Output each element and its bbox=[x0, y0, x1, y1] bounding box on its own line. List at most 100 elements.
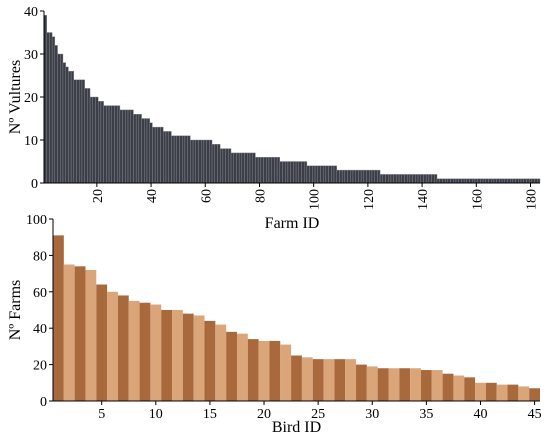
bar bbox=[79, 79, 83, 184]
bar bbox=[496, 384, 508, 401]
bar bbox=[309, 165, 313, 184]
bar bbox=[279, 161, 283, 184]
bar bbox=[526, 178, 530, 184]
bar bbox=[472, 178, 476, 184]
bar bbox=[182, 135, 186, 184]
bar bbox=[406, 174, 411, 184]
bar bbox=[268, 156, 272, 184]
x-tick-label: 160 bbox=[470, 189, 485, 210]
bar bbox=[423, 174, 427, 184]
bar bbox=[385, 174, 389, 184]
bar bbox=[409, 174, 413, 184]
bar bbox=[425, 174, 430, 184]
bar bbox=[84, 88, 88, 184]
bar bbox=[493, 178, 497, 184]
bar bbox=[263, 156, 267, 184]
bar bbox=[63, 264, 75, 401]
bar bbox=[214, 144, 218, 184]
bar bbox=[103, 105, 107, 184]
bar bbox=[453, 375, 465, 401]
bar bbox=[122, 109, 126, 184]
bar bbox=[295, 161, 299, 184]
x-tick-label: 20 bbox=[257, 407, 271, 422]
bar bbox=[334, 359, 346, 401]
bar bbox=[301, 357, 313, 401]
bar bbox=[442, 178, 446, 184]
bar bbox=[515, 178, 519, 184]
bar bbox=[420, 174, 424, 184]
bar bbox=[290, 161, 294, 184]
bar bbox=[390, 174, 394, 184]
bar bbox=[379, 174, 383, 184]
bar bbox=[415, 174, 419, 184]
bar bbox=[293, 161, 297, 184]
bar bbox=[504, 178, 508, 184]
y-tick-label: 0 bbox=[31, 177, 38, 192]
bar bbox=[366, 366, 378, 401]
bar bbox=[49, 32, 53, 184]
bar bbox=[356, 364, 367, 401]
bar bbox=[466, 178, 470, 184]
bar bbox=[531, 178, 535, 184]
bar bbox=[108, 105, 112, 184]
bar bbox=[111, 105, 115, 184]
bar bbox=[184, 135, 188, 184]
bar bbox=[501, 178, 505, 184]
bar bbox=[355, 169, 359, 184]
bar bbox=[241, 152, 245, 184]
bar bbox=[482, 178, 486, 184]
bar bbox=[252, 152, 256, 184]
bar bbox=[393, 174, 397, 184]
bar bbox=[317, 165, 321, 184]
y-tick-label: 100 bbox=[26, 213, 47, 228]
bar bbox=[228, 148, 232, 184]
bar bbox=[455, 178, 459, 184]
bar bbox=[257, 156, 262, 184]
bar bbox=[53, 235, 64, 401]
bar bbox=[322, 165, 327, 184]
bar bbox=[149, 122, 153, 184]
bar bbox=[439, 178, 443, 184]
bar bbox=[444, 178, 449, 184]
bar bbox=[323, 359, 335, 401]
bar bbox=[369, 169, 373, 184]
bar bbox=[458, 178, 462, 184]
bar bbox=[434, 174, 438, 184]
bar bbox=[507, 178, 511, 184]
bar bbox=[190, 139, 194, 184]
bar bbox=[92, 96, 96, 184]
bar bbox=[328, 165, 332, 184]
bar bbox=[485, 178, 489, 184]
bar bbox=[133, 113, 137, 184]
y-tick-label: 20 bbox=[33, 359, 47, 374]
bar bbox=[298, 161, 302, 184]
bar bbox=[528, 178, 533, 184]
bar bbox=[87, 88, 91, 184]
bar bbox=[496, 178, 500, 184]
bar bbox=[344, 169, 348, 184]
y-tick-label: 10 bbox=[24, 134, 38, 149]
bar bbox=[244, 152, 248, 184]
bar bbox=[401, 174, 405, 184]
bar bbox=[417, 174, 421, 184]
y-tick-label: 60 bbox=[33, 286, 47, 301]
bar bbox=[398, 174, 402, 184]
bar bbox=[314, 165, 318, 184]
x-tick-label: 35 bbox=[419, 407, 433, 422]
bar bbox=[135, 113, 140, 184]
bar bbox=[463, 178, 468, 184]
bar bbox=[51, 36, 56, 184]
bar bbox=[172, 310, 183, 401]
bar bbox=[410, 368, 421, 401]
bar bbox=[176, 135, 180, 184]
bar bbox=[469, 178, 473, 184]
bar bbox=[46, 32, 50, 184]
bar bbox=[358, 169, 362, 184]
bar bbox=[201, 139, 205, 184]
bar bbox=[222, 148, 226, 184]
bar bbox=[388, 368, 400, 401]
bar bbox=[255, 156, 259, 184]
bar bbox=[141, 118, 145, 184]
bar bbox=[399, 368, 411, 401]
